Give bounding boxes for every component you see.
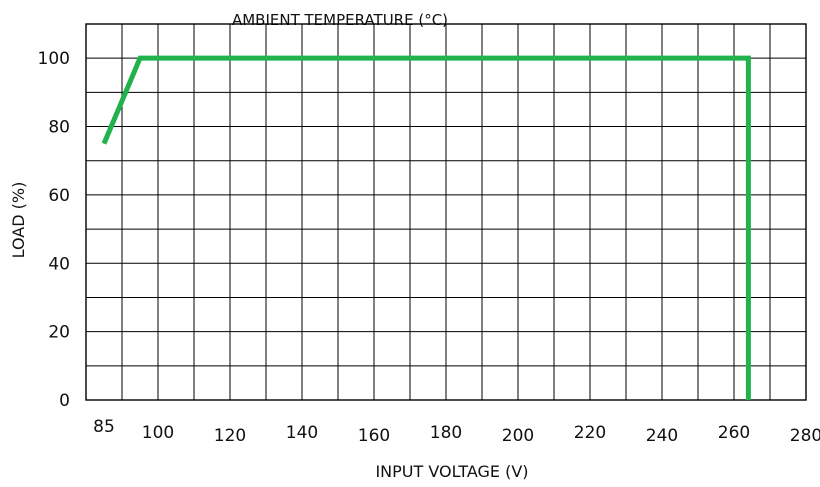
x-tick-label: 160	[358, 426, 390, 446]
x-tick-labels: 85 100 120 140 160 180 200 220 240 260 280	[93, 417, 820, 446]
x-tick-label: 260	[718, 423, 750, 443]
y-tick-label: 40	[48, 254, 70, 274]
x-tick-label: 85	[93, 417, 115, 437]
series-layer	[101, 55, 751, 400]
x-tick-label: 280	[790, 426, 820, 446]
x-tick-label: 180	[430, 423, 462, 443]
plot-frame	[85, 23, 807, 401]
y-tick-label: 100	[38, 49, 70, 69]
x-axis-title: INPUT VOLTAGE (V)	[375, 462, 528, 481]
y-axis-title: LOAD (%)	[9, 182, 28, 259]
y-tick-label: 0	[59, 391, 70, 411]
x-tick-label: 220	[574, 423, 606, 443]
y-tick-label: 20	[48, 323, 70, 343]
chart-grid	[86, 24, 806, 400]
x-tick-label: 120	[214, 426, 246, 446]
x-tick-label: 240	[646, 426, 678, 446]
series-line	[101, 55, 751, 400]
y-tick-label: 80	[48, 118, 70, 138]
chart-title: AMBIENT TEMPERATURE (°C)	[232, 11, 448, 29]
y-tick-labels: 0 20 40 60 80 100	[38, 49, 70, 411]
x-tick-label: 140	[286, 423, 318, 443]
y-tick-label: 60	[48, 186, 70, 206]
x-tick-label: 200	[502, 426, 534, 446]
x-tick-label: 100	[142, 423, 174, 443]
